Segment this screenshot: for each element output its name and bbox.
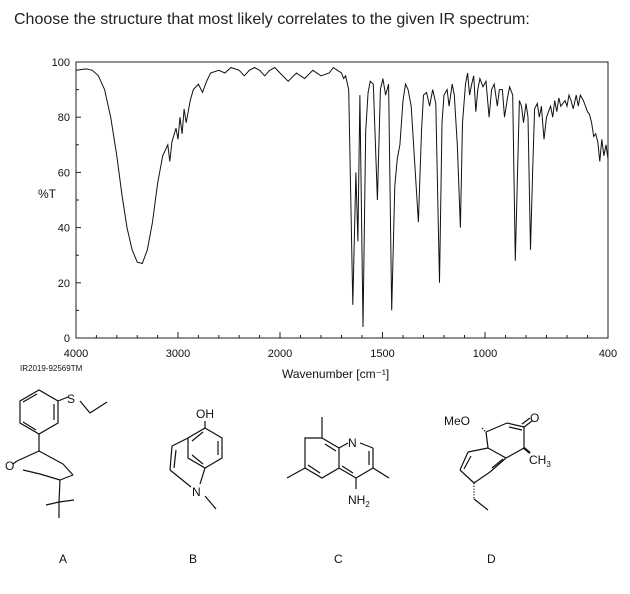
structure-c-nitrogen-label: N — [348, 436, 357, 450]
spectrum-code: IR2019-92569TM — [20, 364, 83, 373]
structure-c[interactable] — [286, 417, 390, 489]
spectrum-series-line — [75, 66, 609, 328]
structure-d-methoxy-label: MeO — [444, 414, 470, 428]
x-tick-label: 3000 — [166, 348, 190, 360]
x-tick-label: 1500 — [370, 348, 394, 360]
structure-a-label: A — [59, 552, 67, 566]
x-axis: 4000 3000 2000 1500 1000 400 — [64, 332, 617, 360]
structure-b-label: B — [189, 552, 197, 566]
y-tick-label: 20 — [58, 278, 70, 290]
structure-a-sulfur-label: S — [67, 392, 75, 406]
structure-d[interactable] — [459, 417, 533, 511]
structure-d-label: D — [487, 552, 496, 566]
structure-b-hydroxyl-label: OH — [196, 407, 214, 421]
structure-a-oxygen-label: O — [5, 459, 14, 473]
structure-a[interactable] — [12, 389, 108, 518]
structure-c-amine-label: NH2 — [348, 493, 370, 509]
y-axis: 0 20 40 60 80 100 — [52, 57, 81, 345]
y-tick-label: 100 — [52, 57, 70, 69]
structure-d-oxygen-label: O — [530, 411, 539, 425]
x-tick-label: 400 — [599, 348, 617, 360]
y-tick-label: 40 — [58, 223, 70, 235]
y-tick-label: 0 — [64, 333, 70, 345]
y-tick-label: 60 — [58, 167, 70, 179]
x-tick-label: 2000 — [268, 348, 292, 360]
y-axis-label: %T — [38, 187, 57, 201]
question-text: Choose the structure that most likely co… — [14, 11, 530, 28]
x-tick-label: 4000 — [64, 348, 88, 360]
x-axis-label: Wavenumber [cm⁻¹] — [282, 367, 389, 381]
y-tick-label: 80 — [58, 112, 70, 124]
x-tick-label: 1000 — [473, 348, 497, 360]
structure-b-nitrogen-label: N — [192, 485, 201, 499]
structure-d-methyl-label: CH3 — [529, 453, 551, 469]
structure-b[interactable] — [169, 421, 223, 510]
structure-c-label: C — [334, 552, 343, 566]
